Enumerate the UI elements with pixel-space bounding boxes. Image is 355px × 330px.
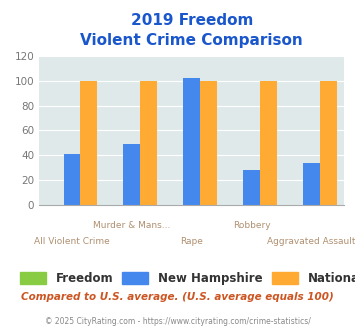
Bar: [140, 81, 157, 205]
Bar: [183, 79, 200, 205]
Title: 2019 Freedom
Violent Crime Comparison: 2019 Freedom Violent Crime Comparison: [80, 13, 303, 48]
Text: Robbery: Robbery: [233, 221, 271, 230]
Bar: [320, 81, 337, 205]
Bar: [260, 81, 277, 205]
Bar: [200, 81, 217, 205]
Text: All Violent Crime: All Violent Crime: [34, 237, 110, 246]
Text: © 2025 CityRating.com - https://www.cityrating.com/crime-statistics/: © 2025 CityRating.com - https://www.city…: [45, 317, 310, 326]
Bar: [303, 163, 320, 205]
Text: Aggravated Assault: Aggravated Assault: [267, 237, 355, 246]
Text: Murder & Mans...: Murder & Mans...: [93, 221, 170, 230]
Bar: [243, 170, 260, 205]
Text: Rape: Rape: [180, 237, 203, 246]
Bar: [124, 144, 140, 205]
Bar: [80, 81, 97, 205]
Text: Compared to U.S. average. (U.S. average equals 100): Compared to U.S. average. (U.S. average …: [21, 292, 334, 302]
Bar: [64, 154, 80, 205]
Legend: Freedom, New Hampshire, National: Freedom, New Hampshire, National: [15, 267, 355, 289]
